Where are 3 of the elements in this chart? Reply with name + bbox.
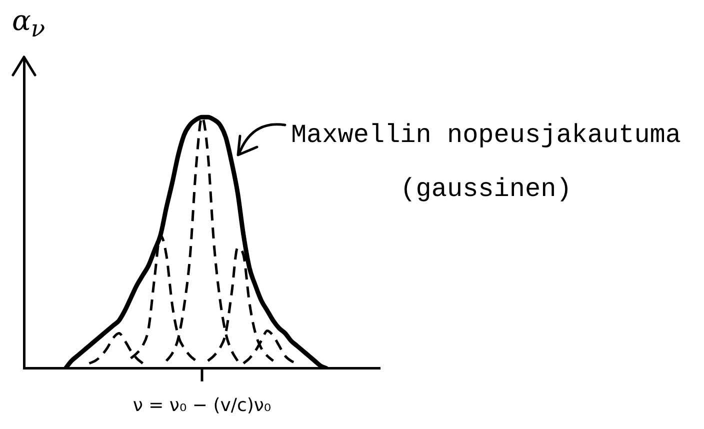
annotation: Maxwellin nopeusjakautuma (gaussinen) bbox=[290, 119, 682, 206]
y-axis-title: α$_{ν}$ bbox=[12, 4, 46, 45]
x-axis-title: ν = ν₀ − (v/c)ν₀ bbox=[132, 394, 272, 416]
